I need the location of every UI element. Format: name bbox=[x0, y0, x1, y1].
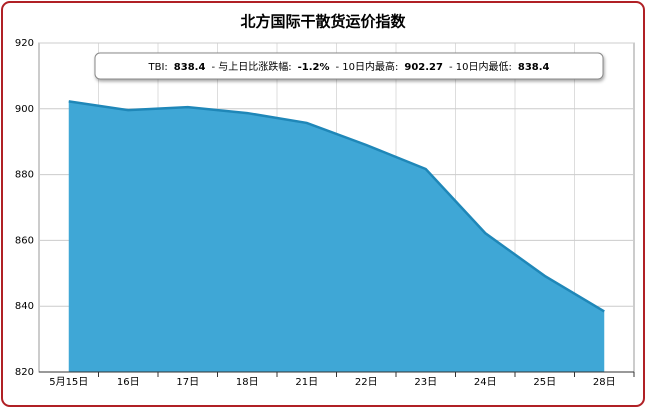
tooltip-value: 838.4 bbox=[518, 62, 550, 73]
x-tick-label: 28日 bbox=[593, 377, 616, 388]
x-tick-label: 16日 bbox=[117, 377, 140, 388]
tooltip-text: TBI: 838.4 - 与上日比涨跌幅: -1.2% - 10日内最高: 902.27-… bbox=[148, 60, 550, 73]
y-tick-label: 860 bbox=[15, 235, 34, 246]
chart-title: 北方国际干散货运价指数 bbox=[240, 13, 406, 31]
y-tick-label: 840 bbox=[15, 301, 34, 312]
area bbox=[68, 101, 605, 373]
y-tick-label: 880 bbox=[15, 170, 34, 181]
x-tick-label: 21日 bbox=[295, 377, 318, 388]
tooltip-label: TBI: bbox=[148, 62, 168, 73]
tooltip-value: -1.2% bbox=[298, 62, 330, 73]
line bbox=[68, 100, 605, 313]
y-tick-label: 920 bbox=[15, 38, 34, 49]
x-tick-label: 23日 bbox=[414, 377, 437, 388]
tooltip-label: - 与上日比涨跌幅: bbox=[211, 60, 291, 73]
tooltip-label: - 10日内最低: bbox=[449, 60, 512, 73]
x-tick-label: 24日 bbox=[474, 377, 497, 388]
tooltip-label: - 10日内最高: bbox=[335, 60, 398, 73]
x-tick-label: 22日 bbox=[355, 377, 378, 388]
tooltip-value: 902.27 bbox=[404, 62, 443, 73]
x-tick-label: 25日 bbox=[533, 377, 556, 388]
x-tick-label: 5月15日 bbox=[49, 376, 88, 388]
x-tick-label: 18日 bbox=[236, 377, 259, 388]
tooltip-value: 838.4 bbox=[174, 62, 206, 73]
tooltip-box bbox=[94, 52, 604, 80]
x-tick-label: 17日 bbox=[176, 377, 199, 388]
y-tick-label: 900 bbox=[15, 104, 34, 115]
y-tick-label: 820 bbox=[15, 367, 34, 378]
